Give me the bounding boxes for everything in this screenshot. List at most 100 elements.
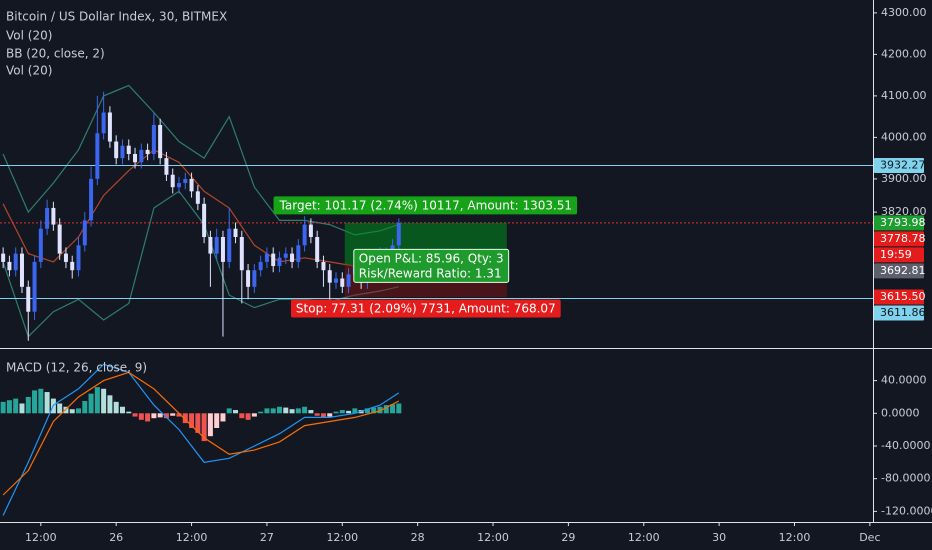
histogram-bar (302, 406, 308, 414)
candle-body (227, 228, 232, 262)
histogram-bar (113, 401, 119, 414)
price-tick-label: 4000.00 (881, 130, 927, 143)
histogram-bar (320, 413, 326, 418)
histogram-bar (201, 413, 207, 442)
bb-upper (2, 84, 399, 236)
histogram-bar (383, 405, 389, 414)
histogram-bar (220, 413, 226, 422)
candle-body (252, 270, 257, 287)
candle-body (151, 124, 156, 154)
candle-body (239, 237, 244, 271)
label-text: Target: 101.17 (2.74%) 10117, Amount: 13… (279, 198, 573, 212)
candle-body (57, 224, 62, 254)
macd-tick-label: -40.0000 (881, 439, 930, 452)
candle-body (271, 253, 276, 267)
histogram-bar (352, 408, 358, 414)
candle-body (120, 145, 125, 159)
histogram-bar (138, 413, 144, 420)
bb-basis (2, 149, 400, 267)
price-label: 3611.86 (880, 306, 926, 319)
label-box (353, 248, 510, 283)
price-tick-label: 4200.00 (881, 47, 927, 60)
histogram-bar (13, 398, 19, 414)
histogram-bar (264, 408, 270, 414)
macd-tick-label: 40.0000 (881, 374, 927, 387)
histogram-bar (283, 407, 289, 414)
time-tick-label: 28 (411, 531, 425, 544)
time-tick-label: 30 (712, 531, 726, 544)
candle-body (13, 253, 18, 271)
histogram-bar (245, 413, 251, 420)
time-tick-label: 12:00 (628, 531, 660, 544)
histogram-bar (176, 413, 182, 417)
candle-body (296, 245, 301, 262)
price-label: 3615.50 (880, 290, 926, 303)
position-label: Stop: 77.31 (2.09%) 7731, Amount: 768.07 (290, 299, 561, 318)
indicator-label: Vol (20) (6, 29, 52, 43)
histogram-bar (390, 404, 396, 414)
label-box (290, 299, 561, 318)
candle-body (170, 174, 175, 188)
histogram-bar (69, 409, 75, 414)
histogram-bar (195, 413, 201, 433)
candle-body (101, 112, 106, 134)
price-label-box (874, 289, 924, 305)
candle-body (258, 261, 263, 271)
candle-body (208, 237, 213, 254)
candle-body (176, 183, 181, 188)
candle-body (346, 274, 351, 287)
time-tick-label: 26 (109, 531, 123, 544)
candle-body (277, 257, 282, 267)
histogram-bar (0, 401, 6, 414)
price-label: 3778.78 (880, 232, 926, 245)
indicator-label: BB (20, close, 2) (6, 47, 105, 61)
histogram-bar (57, 403, 63, 414)
time-tick-label: 12:00 (176, 531, 208, 544)
histogram-bar (364, 408, 370, 414)
histogram-bar (44, 392, 50, 414)
candle-body (45, 207, 50, 229)
candle-body (164, 158, 169, 175)
histogram-bar (308, 410, 314, 414)
candle-body (264, 253, 269, 262)
time-tick-label: 12:00 (326, 531, 358, 544)
candle-body (114, 141, 119, 159)
histogram-bar (88, 393, 94, 414)
candle-body (327, 270, 332, 283)
candle-body (334, 278, 339, 283)
candle-body (89, 178, 94, 221)
candle-body (233, 228, 238, 238)
histogram-bar (214, 413, 220, 429)
candle-body (340, 278, 345, 287)
label-text: Open P&L: 85.96, Qty: 3 (359, 251, 504, 265)
candle-body (396, 222, 401, 246)
candle-body (107, 112, 112, 142)
histogram-bar (295, 408, 301, 414)
time-tick-label: 29 (561, 531, 575, 544)
histogram-bar (94, 387, 100, 414)
price-label: 3793.98 (880, 216, 926, 229)
time-tick-label: 12:00 (477, 531, 509, 544)
histogram-bar (163, 413, 169, 419)
candle-body (82, 220, 87, 246)
label-text: Risk/Reward Ratio: 1.31 (359, 266, 502, 280)
histogram-bar (170, 413, 176, 416)
candle-body (321, 261, 326, 271)
histogram-bar (396, 403, 402, 414)
candle-body (1, 253, 6, 262)
price-label-box (874, 247, 924, 263)
histogram-bar (233, 410, 239, 414)
price-label-box (874, 231, 924, 247)
candle-body (214, 237, 219, 254)
histogram-bar (157, 413, 163, 418)
histogram-bar (270, 408, 276, 414)
histogram-bar (119, 406, 125, 414)
candle-body (290, 253, 295, 262)
macd-title: MACD (12, 26, close, 9) (6, 361, 147, 375)
candle-body (202, 203, 207, 238)
histogram-bar (207, 413, 213, 437)
signal-line (2, 371, 400, 496)
candle-body (32, 261, 37, 312)
